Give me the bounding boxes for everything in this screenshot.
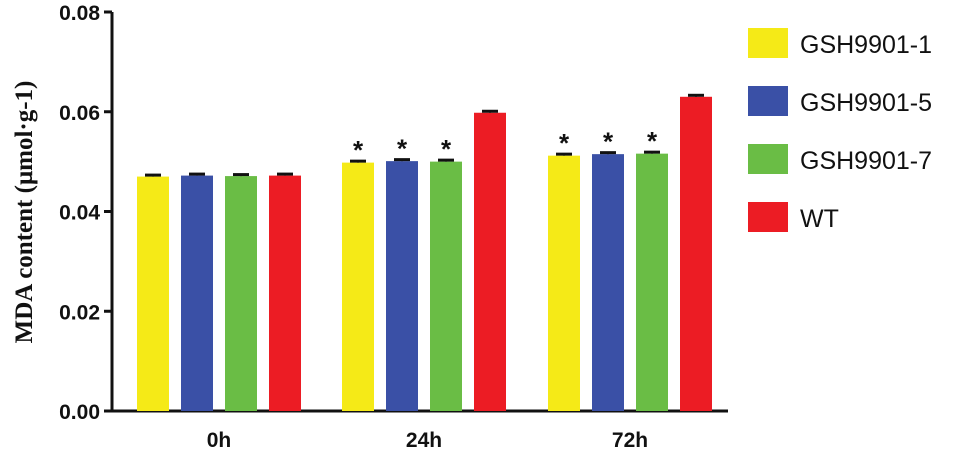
- significance-marker: *: [441, 134, 452, 164]
- y-tick-label: 0.04: [59, 202, 100, 225]
- bar-wt-24h: [474, 112, 506, 411]
- significance-marker: *: [647, 126, 658, 156]
- bar-gsh9901-7-24h: [430, 161, 462, 411]
- legend-label: WT: [800, 205, 839, 233]
- legend: GSH9901-1 GSH9901-5 GSH9901-7 WT: [748, 28, 932, 233]
- y-tick-label: 0.06: [59, 102, 100, 125]
- legend-swatch: [748, 28, 788, 58]
- x-tick-label: 72h: [612, 429, 648, 452]
- significance-marker: *: [397, 134, 408, 164]
- legend-label: GSH9901-7: [800, 147, 932, 175]
- bar-gsh9901-5-0h: [181, 175, 213, 411]
- bar-gsh9901-5-24h: [386, 161, 418, 411]
- bar-gsh9901-7-72h: [636, 153, 668, 411]
- bars: 0h * * * 24h * * * 72h: [137, 93, 712, 452]
- y-tick-label: 0.02: [59, 301, 100, 324]
- bar-gsh9901-1-72h: [548, 155, 580, 411]
- x-tick-label: 0h: [207, 429, 232, 452]
- legend-swatch: [748, 202, 788, 232]
- significance-marker: *: [603, 127, 614, 157]
- bar-wt-72h: [680, 96, 712, 411]
- bar-gsh9901-7-0h: [225, 176, 257, 411]
- y-tick-label: 0.00: [59, 401, 100, 424]
- bar-gsh9901-1-0h: [137, 176, 169, 411]
- legend-label: GSH9901-5: [800, 89, 932, 117]
- significance-marker: *: [559, 128, 570, 158]
- axes: 0.00 0.02 0.04 0.06 0.08: [59, 2, 728, 424]
- bar-gsh9901-1-24h: [342, 162, 374, 411]
- legend-label: GSH9901-1: [800, 31, 932, 59]
- x-tick-label: 24h: [406, 429, 442, 452]
- significance-marker: *: [353, 135, 364, 165]
- legend-swatch: [748, 86, 788, 116]
- y-axis-title: MDA content (μmol·g-1): [11, 81, 38, 344]
- bar-wt-0h: [269, 175, 301, 411]
- bar-gsh9901-5-72h: [592, 154, 624, 412]
- legend-swatch: [748, 144, 788, 174]
- y-tick-label: 0.08: [59, 2, 100, 25]
